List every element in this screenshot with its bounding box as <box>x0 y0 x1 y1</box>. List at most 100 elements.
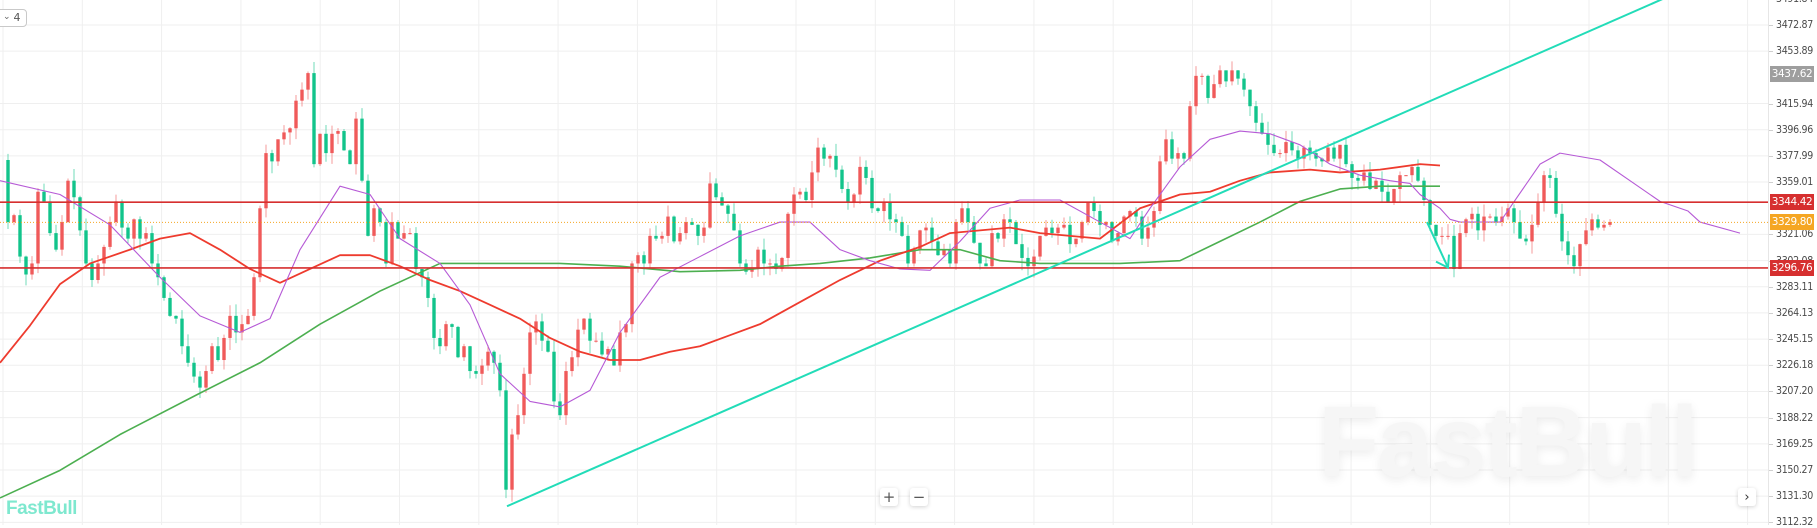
candle-up <box>1128 211 1132 217</box>
axis-tick <box>1769 522 1773 524</box>
axis-tick-label: 3396.96 <box>1776 123 1813 136</box>
candle-up <box>1530 224 1534 242</box>
candle-up <box>882 202 886 212</box>
axis-tick-label: 3150.27 <box>1776 463 1813 476</box>
candle-down <box>1314 153 1318 159</box>
zoom-in-button[interactable]: + <box>880 488 898 506</box>
candle-up <box>264 153 268 209</box>
candle-down <box>498 362 502 391</box>
candle-down <box>1518 222 1522 239</box>
candle-up <box>1200 75 1204 77</box>
candle-down <box>1182 153 1186 159</box>
candle-up <box>702 227 706 236</box>
candle-down <box>450 324 454 327</box>
zoom-out-button[interactable]: − <box>910 488 928 506</box>
candle-up <box>810 172 814 201</box>
candle-up <box>132 219 136 239</box>
candle-up <box>786 213 790 258</box>
candle-up <box>1176 153 1180 159</box>
ma-slow-line <box>0 185 1440 499</box>
axis-tick <box>1769 469 1773 471</box>
candle-down <box>972 222 976 243</box>
candle-up <box>1542 175 1546 203</box>
axis-tick-label: 3245.15 <box>1776 333 1813 346</box>
candle-up <box>336 131 340 134</box>
candle-down <box>1170 139 1174 159</box>
candle-up <box>1446 235 1450 237</box>
candle-up <box>288 128 292 133</box>
candle-down <box>504 390 508 490</box>
axis-tick <box>1769 234 1773 236</box>
candle-down <box>216 346 220 361</box>
candle-down <box>84 230 88 264</box>
candle-down <box>1524 238 1528 242</box>
scroll-right-button[interactable]: › <box>1738 488 1756 506</box>
candle-up <box>1578 244 1582 267</box>
candle-down <box>1272 144 1276 154</box>
candle-down <box>1110 222 1114 242</box>
chart-area[interactable]: FastBull ⌄ 4 + − › FastBull <box>0 0 1768 525</box>
candle-up <box>60 222 64 250</box>
axis-tick-label: 3207.20 <box>1776 385 1813 398</box>
candle-down <box>72 180 76 198</box>
candle-down <box>1206 75 1210 98</box>
candle-down <box>834 155 838 170</box>
candle-down <box>726 205 730 214</box>
candle-down <box>888 202 892 220</box>
axis-tick <box>1769 103 1773 105</box>
candle-down <box>738 230 742 264</box>
candle-up <box>318 133 322 165</box>
candle-down <box>930 227 934 242</box>
candle-down <box>342 131 346 151</box>
candle-up <box>1482 216 1486 231</box>
arrow-down-icon <box>1426 221 1449 269</box>
candle-down <box>312 73 316 165</box>
candle-up <box>1038 235 1042 257</box>
candle-down <box>18 215 22 257</box>
support-level-tag: 3296.76 <box>1770 259 1814 276</box>
candle-down <box>426 277 430 298</box>
candle-down <box>1554 177 1558 214</box>
candle-up <box>228 315 232 338</box>
candle-down <box>1134 211 1138 217</box>
interval-selector[interactable]: ⌄ 4 <box>0 9 27 27</box>
candle-up <box>564 371 568 416</box>
candle-up <box>1062 224 1066 228</box>
candle-down <box>978 242 982 264</box>
candle-up <box>534 321 538 333</box>
candle-up <box>618 332 622 366</box>
candle-down <box>894 219 898 223</box>
axis-tick <box>1769 496 1773 498</box>
candle-up <box>294 100 298 129</box>
price-axis[interactable]: 3491.84 3472.87 3453.89 3415.94 3396.96 3377.… <box>1768 0 1817 528</box>
candle-down <box>996 233 1000 239</box>
candle-up <box>1278 153 1282 155</box>
candle-up <box>354 118 358 165</box>
axis-tick <box>1769 312 1773 314</box>
candle-down <box>732 213 736 231</box>
candle-down <box>198 376 202 388</box>
candle-up <box>30 263 34 275</box>
candle-up <box>1302 147 1306 159</box>
candle-up <box>594 340 598 342</box>
candle-up <box>1086 202 1090 223</box>
candlestick-chart[interactable] <box>0 0 1768 525</box>
candle-down <box>468 346 472 372</box>
candle-up <box>576 329 580 358</box>
candle-up <box>516 415 520 435</box>
candle-down <box>984 263 988 267</box>
candle-down <box>1260 122 1264 134</box>
candle-up <box>1212 84 1216 98</box>
candle-up <box>1470 213 1474 220</box>
candle-up <box>636 255 640 264</box>
candle-up <box>768 263 772 265</box>
trendline <box>506 0 1663 508</box>
candle-up <box>1536 202 1540 225</box>
candle-down <box>840 169 844 189</box>
axis-tick-label: 3131.30 <box>1776 490 1813 503</box>
candle-up <box>1338 144 1342 159</box>
candle-up <box>852 194 856 203</box>
candle-down <box>1248 89 1252 107</box>
candle-down <box>492 351 496 363</box>
candle-up <box>66 180 70 223</box>
